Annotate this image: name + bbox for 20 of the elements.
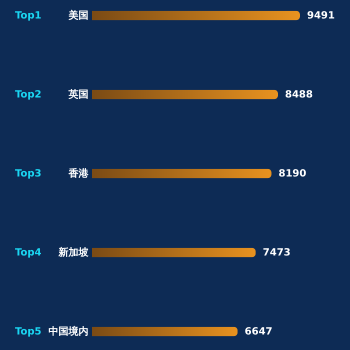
bar xyxy=(92,248,256,258)
data-label: 9491 xyxy=(307,10,335,22)
text: Top4 xyxy=(15,248,42,259)
y-tick-label: 新加坡 xyxy=(58,246,90,259)
data-label: 8190 xyxy=(278,168,306,180)
y-tick-label: 美国 xyxy=(68,9,88,22)
y-tick-label: 英国 xyxy=(68,88,88,100)
y-tick-label: 中国境内 xyxy=(48,326,88,338)
bar xyxy=(92,90,278,100)
data-label: 7473 xyxy=(262,248,291,259)
text: Top2 xyxy=(15,89,42,100)
bar xyxy=(92,10,300,20)
text: Top5 xyxy=(15,326,42,338)
text: Top3 xyxy=(15,168,42,180)
y-tick-label: 香港 xyxy=(68,168,90,180)
data-label: 8488 xyxy=(285,89,313,100)
data-label: 6647 xyxy=(244,326,273,338)
bar xyxy=(92,326,238,336)
bar xyxy=(92,168,272,178)
text: Top1 xyxy=(15,10,42,22)
